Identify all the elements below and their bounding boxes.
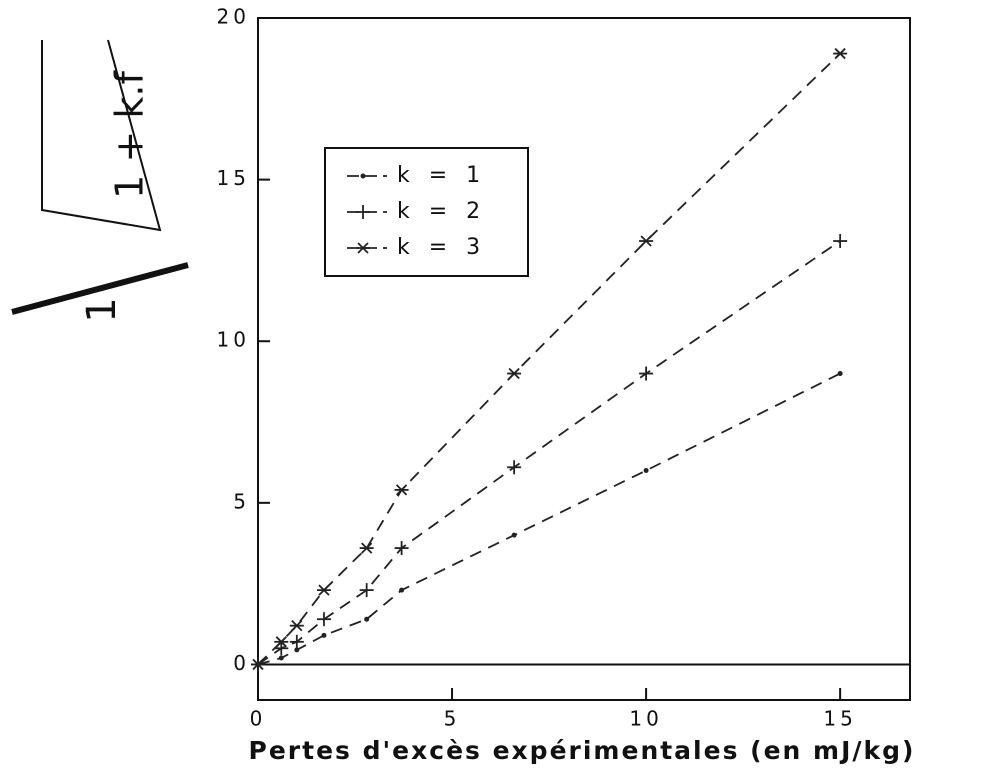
marker-stroke xyxy=(834,47,846,60)
marker xyxy=(356,242,370,254)
marker xyxy=(316,612,331,627)
y-label-radicand: 1 + k.f xyxy=(108,70,152,199)
marker xyxy=(639,366,654,381)
y-label-numerator: 1 xyxy=(79,297,125,322)
marker-dot xyxy=(364,616,370,622)
marker xyxy=(356,205,370,219)
marker-stroke xyxy=(252,658,264,671)
marker xyxy=(274,641,289,656)
y-tick-label: 10 xyxy=(217,328,250,352)
y-tick-label: 5 xyxy=(233,489,250,513)
marker xyxy=(359,583,374,598)
radical-sign xyxy=(41,39,162,232)
marker xyxy=(359,542,374,554)
marker xyxy=(399,587,405,593)
x-axis-label: Pertes d'excès expérimentales (en mJ/kg) xyxy=(249,736,916,765)
x-tick-label: 0 xyxy=(250,707,267,731)
legend-label: k = 3 xyxy=(397,235,486,260)
legend-label: k = 1 xyxy=(397,163,486,188)
series-line xyxy=(257,372,841,666)
marker xyxy=(394,541,409,556)
marker xyxy=(316,584,331,596)
marker xyxy=(639,235,654,247)
plot-frame xyxy=(257,17,911,701)
marker-dot xyxy=(399,587,405,593)
legend-label: k = 2 xyxy=(397,199,486,224)
marker-stroke xyxy=(640,235,652,247)
marker xyxy=(289,620,304,632)
marker xyxy=(511,532,517,538)
marker xyxy=(289,634,304,649)
y-tick-label: 20 xyxy=(217,5,250,29)
marker-stroke xyxy=(357,242,369,254)
marker xyxy=(321,632,327,638)
marker-stroke xyxy=(291,620,303,632)
marker-dot xyxy=(360,173,366,179)
marker-stroke xyxy=(275,636,287,648)
marker xyxy=(251,658,265,671)
x-tick-label: 5 xyxy=(444,707,461,731)
y-tick-label: 15 xyxy=(217,166,250,190)
x-tick-label: 15 xyxy=(823,707,856,731)
fraction-bar xyxy=(11,262,189,315)
marker xyxy=(833,47,848,60)
series-line xyxy=(257,240,841,666)
marker xyxy=(833,234,848,249)
x-tick-label: 10 xyxy=(629,707,662,731)
marker xyxy=(837,371,843,377)
marker xyxy=(364,616,370,622)
marker-dot xyxy=(837,371,843,377)
marker xyxy=(507,367,522,380)
marker xyxy=(360,173,366,179)
y-axis-label: 1 + k.f 1 xyxy=(11,39,189,323)
marker xyxy=(507,460,522,475)
marker-stroke xyxy=(508,367,520,380)
marker-dot xyxy=(643,468,649,474)
marker xyxy=(294,647,300,653)
marker-stroke xyxy=(361,542,373,554)
marker-dot xyxy=(278,655,284,661)
marker xyxy=(278,655,284,661)
marker xyxy=(643,468,649,474)
marker-dot xyxy=(321,632,327,638)
series-line xyxy=(257,52,841,666)
marker-stroke xyxy=(318,584,330,596)
marker-stroke xyxy=(395,484,408,496)
marker xyxy=(394,484,409,496)
marker-dot xyxy=(511,532,517,538)
marker xyxy=(274,636,289,648)
marker-dot xyxy=(294,647,300,653)
y-tick-label: 0 xyxy=(233,651,250,675)
